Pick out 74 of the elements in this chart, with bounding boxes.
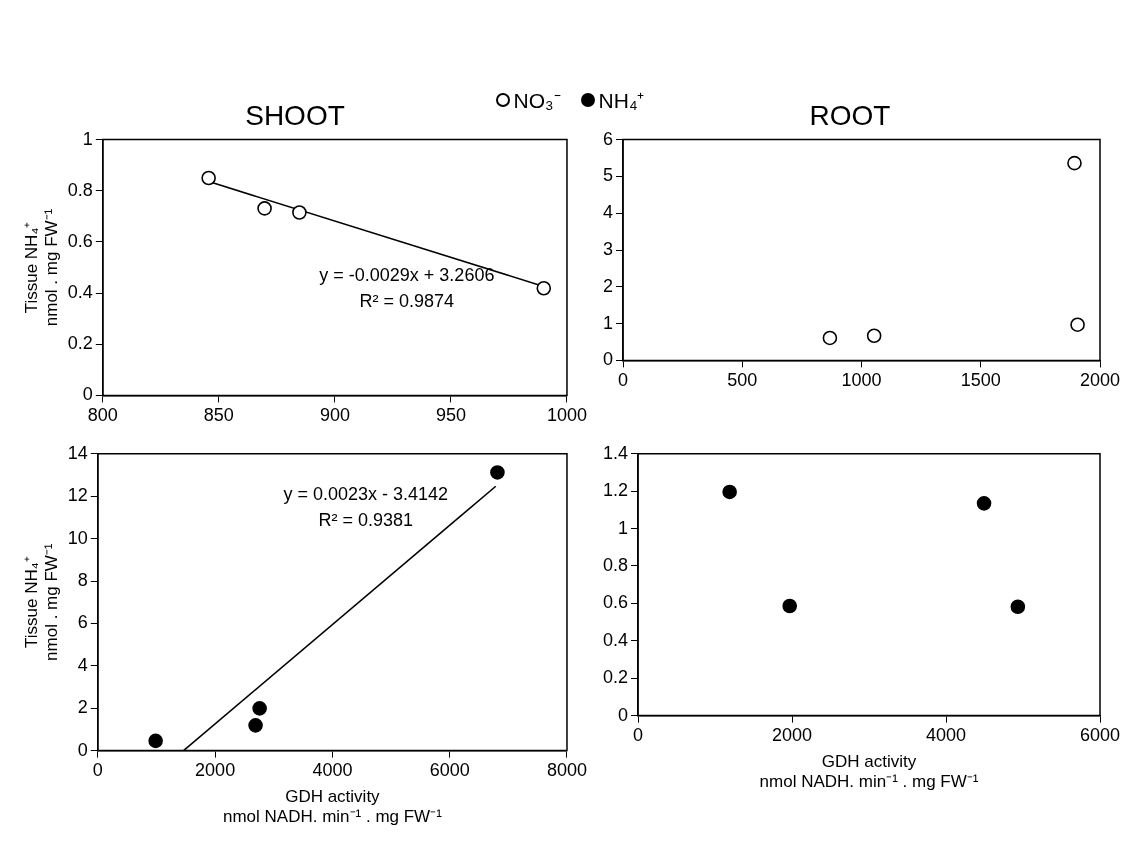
- y-tick-label: 2: [603, 275, 614, 296]
- y-tick-label: 0: [603, 349, 614, 370]
- point: [866, 328, 882, 344]
- y-tick-label: 0.2: [67, 333, 93, 354]
- point: [201, 170, 216, 186]
- x-tick-label: 1500: [960, 370, 1001, 391]
- y-tick-label: 1: [618, 517, 629, 538]
- x-tick-label: 8000: [546, 760, 587, 781]
- point: [248, 718, 263, 733]
- y-tick-label: 0.6: [67, 230, 93, 251]
- y-tick-label: 0: [618, 704, 629, 725]
- y-tick-label: 12: [67, 485, 88, 506]
- annotation: R² = 0.9381: [318, 509, 413, 530]
- annotation: R² = 0.9874: [359, 290, 455, 311]
- y-tick-label: 10: [67, 527, 88, 548]
- y-tick-label: 0: [77, 739, 88, 760]
- point: [1070, 317, 1085, 332]
- y-tick-label: 4: [77, 654, 88, 675]
- x-tick-label: 1000: [841, 370, 882, 391]
- point: [722, 484, 737, 500]
- y-tick-label: 0.4: [67, 282, 93, 303]
- point: [976, 496, 992, 511]
- x-tick-label: 950: [435, 405, 466, 426]
- y-tick-label: 1: [82, 128, 93, 149]
- x-tick-label: 1000: [546, 405, 587, 426]
- x-tick-label: 2000: [771, 725, 813, 746]
- y-tick-label: 1.4: [602, 442, 629, 463]
- x-tick-label: 4000: [925, 725, 967, 746]
- point: [536, 280, 552, 296]
- y-tick-label: 6: [603, 128, 614, 149]
- x-tick-label: 0: [633, 725, 644, 746]
- annotation: y = 0.0023x - 3.4142: [283, 483, 449, 504]
- chart-title: ROOT: [809, 99, 891, 131]
- x-tick-label: 6000: [429, 760, 470, 781]
- x-tick-label: 800: [87, 405, 118, 426]
- point: [1067, 155, 1082, 171]
- point: [490, 465, 505, 480]
- y-axis-title: Tissue NH₄⁺ nmol . mg FW⁻¹: [21, 543, 62, 661]
- point: [782, 598, 798, 614]
- y-tick-label: 0.6: [602, 592, 629, 613]
- y-tick-label: 0.8: [67, 179, 93, 200]
- point: [148, 733, 163, 749]
- y-tick-label: 5: [603, 165, 614, 186]
- y-tick-label: 0: [82, 384, 93, 405]
- point: [822, 330, 838, 346]
- y-tick-label: 2: [77, 697, 88, 718]
- point: [252, 701, 267, 716]
- x-tick-label: 4000: [312, 760, 353, 781]
- y-tick-label: 0.4: [602, 629, 629, 650]
- chart-title: SHOOT: [245, 99, 345, 131]
- y-tick-label: 3: [603, 238, 614, 259]
- x-tick-label: 900: [319, 405, 350, 426]
- y-tick-label: 4: [603, 202, 614, 223]
- text: NH₄⁺: [598, 88, 645, 114]
- x-axis-title: GDH activity nmol NADH. min⁻¹ . mg FW⁻¹: [222, 787, 443, 827]
- point: [257, 201, 272, 216]
- y-tick-label: 1: [603, 312, 614, 333]
- y-tick-label: 14: [67, 442, 88, 463]
- x-tick-label: 2000: [195, 760, 236, 781]
- point: [1010, 599, 1026, 615]
- legend-label: NO₃⁻: [513, 88, 561, 114]
- point: [292, 205, 307, 220]
- x-tick-label: 500: [727, 370, 758, 391]
- annotation: y = -0.0029x + 3.2606: [319, 264, 495, 285]
- x-tick-label: 850: [203, 405, 234, 426]
- x-tick-label: 2000: [1079, 370, 1121, 391]
- y-tick-label: 0.2: [602, 667, 629, 688]
- y-tick-label: 6: [77, 612, 88, 633]
- y-tick-label: 8: [77, 569, 88, 590]
- x-tick-label: 6000: [1079, 725, 1121, 746]
- y-tick-label: 0.8: [602, 554, 629, 575]
- x-axis-title: GDH activity nmol NADH. min⁻¹ . mg FW⁻¹: [759, 752, 979, 792]
- y-axis-title: Tissue NH₄⁺ nmol . mg FW⁻¹: [21, 208, 62, 327]
- y-tick-label: 1.2: [602, 480, 629, 501]
